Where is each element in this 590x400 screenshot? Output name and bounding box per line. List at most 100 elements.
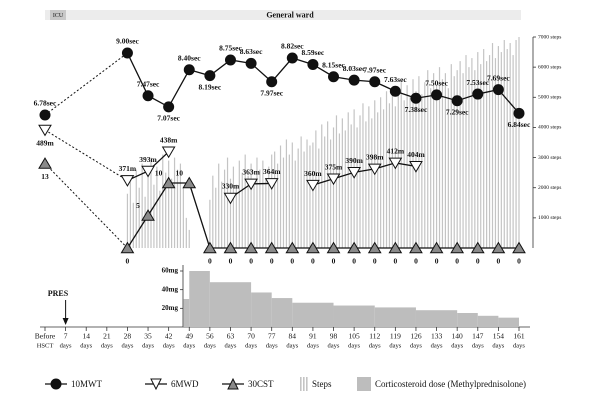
x-tick-sublabel: days (328, 342, 340, 349)
marker (326, 241, 341, 254)
data-label: 0 (393, 257, 397, 266)
data-label: 8.59sec (302, 48, 325, 57)
x-tick-sublabel: days (225, 342, 237, 349)
data-label: 0 (249, 257, 253, 266)
data-label: 7.63sec (384, 75, 407, 84)
marker (141, 209, 155, 221)
marker (326, 173, 341, 186)
marker (183, 64, 195, 76)
steps-bar (488, 55, 491, 249)
steps-bar (377, 112, 379, 248)
legend-marker (150, 378, 162, 391)
data-label: 364m (263, 167, 281, 176)
y2-tick-label: 1000 steps (538, 215, 561, 221)
marker (141, 165, 155, 178)
steps-bar (365, 121, 367, 248)
steps-bar (229, 178, 232, 248)
steps-bar (259, 169, 261, 248)
data-label: 0 (373, 257, 377, 266)
steps-bar (512, 55, 514, 249)
phase-strip (45, 10, 521, 20)
steps-bar (453, 76, 455, 248)
steps-bar (226, 157, 229, 248)
data-label: 7.47sec (137, 79, 160, 88)
x-tick-sublabel: days (451, 342, 463, 349)
marker (223, 192, 238, 205)
x-tick-label: 70 (247, 332, 255, 341)
steps-bar (288, 154, 290, 248)
dose-bar (374, 307, 416, 327)
data-label: 9.00sec (116, 37, 139, 46)
steps-bar (406, 85, 408, 248)
marker (307, 58, 319, 70)
steps-bar (297, 148, 299, 248)
steps-bar (176, 169, 179, 248)
x-tick-label: 35 (144, 332, 152, 341)
y2-tick-label: 6000 steps (538, 64, 561, 70)
data-label: 0 (126, 257, 130, 266)
steps-bar (215, 187, 217, 248)
legend-label: 6MWD (171, 379, 199, 389)
steps-bar (477, 52, 479, 249)
steps-bar (368, 106, 370, 248)
marker (369, 76, 381, 88)
steps-bar (241, 172, 243, 248)
marker (347, 167, 362, 179)
steps-bar (335, 115, 338, 248)
data-label: 7.38sec (405, 105, 428, 114)
x-tick-sublabel: days (183, 342, 195, 349)
x-tick-label: 91 (309, 332, 317, 341)
dose-bar (333, 305, 375, 327)
steps-bar (450, 64, 452, 248)
steps-bar (150, 157, 152, 248)
marker (38, 124, 52, 137)
steps-bar (350, 124, 352, 248)
steps-bar (385, 91, 388, 248)
marker (38, 157, 52, 169)
steps-bar (173, 157, 176, 248)
marker (286, 52, 298, 64)
data-label: 7.97sec (260, 88, 283, 97)
steps-bar (238, 160, 240, 248)
steps-bar (421, 94, 423, 249)
data-label: 363m (242, 168, 260, 177)
legend-swatch (357, 377, 371, 391)
x-tick-label: 49 (186, 332, 194, 341)
legend-marker (150, 378, 162, 391)
steps-bar (223, 169, 226, 248)
steps-bar (518, 37, 520, 248)
steps-bar (388, 103, 391, 248)
steps-bar (235, 184, 237, 248)
steps-bar (170, 178, 173, 248)
steps-bar (468, 67, 470, 249)
data-label: 7.50sec (425, 79, 448, 88)
data-label: 5 (136, 201, 140, 210)
data-label: 0 (229, 257, 233, 266)
steps-bar (329, 139, 332, 248)
data-label: 330m (222, 182, 240, 191)
steps-bar (279, 145, 282, 248)
marker (161, 146, 176, 159)
steps-bar (483, 49, 485, 248)
data-label: 0 (311, 257, 315, 266)
data-label: 7.29sec (446, 107, 469, 116)
data-label: 0 (517, 257, 521, 266)
data-label: 7.07sec (157, 114, 180, 123)
steps-bar (144, 196, 146, 248)
x-tick-label: 98 (330, 332, 338, 341)
steps-bar (153, 184, 155, 248)
steps-bar (141, 163, 143, 248)
steps-bar (268, 166, 270, 248)
y2-tick-label: 5000 steps (538, 95, 561, 101)
data-label: 8.19sec (199, 82, 222, 91)
steps-bar (506, 49, 508, 248)
steps-bar (135, 169, 137, 248)
x-tick-label: 112 (369, 332, 380, 341)
steps-bar (162, 154, 164, 248)
steps-bar (244, 154, 246, 248)
legend-marker (50, 378, 62, 390)
marker (513, 107, 525, 119)
legend-marker (227, 377, 239, 390)
steps-bar (247, 175, 249, 248)
x-tick-sublabel: days (286, 342, 298, 349)
